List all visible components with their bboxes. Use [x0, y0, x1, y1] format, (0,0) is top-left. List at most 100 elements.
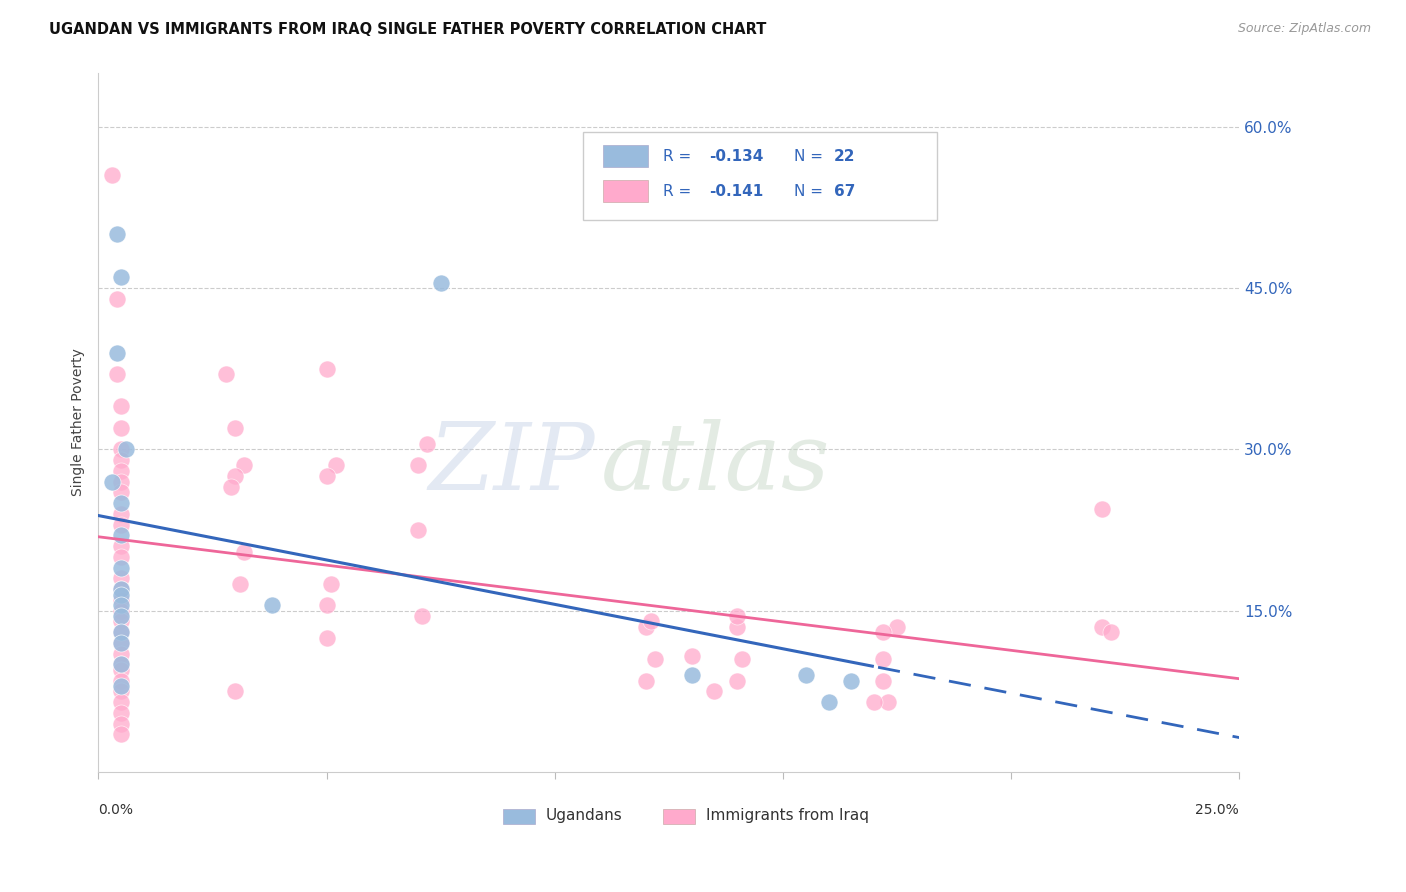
- Point: [110, 560, 132, 574]
- Point: [110, 400, 132, 414]
- Text: Ugandans: Ugandans: [546, 808, 623, 822]
- Point: [110, 657, 132, 672]
- Point: [681, 668, 703, 682]
- Point: [110, 549, 132, 564]
- Point: [110, 421, 132, 435]
- Point: [110, 539, 132, 553]
- Point: [110, 582, 132, 596]
- Point: [224, 469, 246, 483]
- Point: [110, 663, 132, 677]
- Text: N =: N =: [794, 149, 828, 163]
- Point: [644, 652, 666, 666]
- Point: [863, 695, 886, 709]
- Point: [315, 361, 337, 376]
- Point: [110, 593, 132, 607]
- Point: [110, 582, 132, 596]
- Point: [876, 695, 898, 709]
- Point: [110, 571, 132, 585]
- Point: [229, 576, 252, 591]
- Point: [110, 496, 132, 510]
- Point: [634, 673, 657, 688]
- Point: [634, 620, 657, 634]
- Text: -0.141: -0.141: [709, 184, 763, 199]
- Point: [681, 648, 703, 663]
- Text: Source: ZipAtlas.com: Source: ZipAtlas.com: [1237, 22, 1371, 36]
- Point: [110, 464, 132, 478]
- Point: [406, 458, 429, 473]
- Point: [110, 684, 132, 698]
- Text: 0.0%: 0.0%: [98, 803, 134, 816]
- Text: 22: 22: [834, 149, 856, 163]
- Point: [110, 517, 132, 532]
- Point: [110, 453, 132, 467]
- Point: [731, 652, 754, 666]
- Point: [101, 475, 124, 489]
- Text: UGANDAN VS IMMIGRANTS FROM IRAQ SINGLE FATHER POVERTY CORRELATION CHART: UGANDAN VS IMMIGRANTS FROM IRAQ SINGLE F…: [49, 22, 766, 37]
- Point: [101, 168, 124, 182]
- Point: [105, 292, 128, 306]
- Point: [1091, 501, 1114, 516]
- Point: [110, 609, 132, 624]
- Bar: [664, 809, 695, 824]
- Point: [321, 576, 343, 591]
- Point: [110, 625, 132, 640]
- Point: [817, 695, 839, 709]
- Point: [315, 469, 337, 483]
- Point: [725, 673, 748, 688]
- Point: [110, 679, 132, 693]
- Text: N =: N =: [794, 184, 828, 199]
- Point: [411, 609, 433, 624]
- Y-axis label: Single Father Poverty: Single Father Poverty: [72, 349, 86, 497]
- Text: -0.134: -0.134: [709, 149, 763, 163]
- Point: [110, 615, 132, 629]
- Text: R =: R =: [664, 149, 696, 163]
- Point: [429, 276, 451, 290]
- Point: [260, 599, 283, 613]
- Bar: [503, 809, 536, 824]
- Point: [219, 480, 242, 494]
- Point: [110, 636, 132, 650]
- Point: [233, 544, 256, 558]
- Point: [110, 475, 132, 489]
- Point: [110, 706, 132, 720]
- Point: [315, 631, 337, 645]
- Point: [105, 345, 128, 359]
- Text: R =: R =: [664, 184, 696, 199]
- Point: [110, 588, 132, 602]
- Text: atlas: atlas: [600, 419, 830, 509]
- Point: [841, 673, 863, 688]
- Text: Immigrants from Iraq: Immigrants from Iraq: [706, 808, 869, 822]
- Point: [110, 599, 132, 613]
- Point: [416, 437, 439, 451]
- Point: [224, 684, 246, 698]
- Point: [1091, 620, 1114, 634]
- Point: [325, 458, 347, 473]
- Point: [110, 604, 132, 618]
- Point: [105, 367, 128, 381]
- Text: 25.0%: 25.0%: [1195, 803, 1239, 816]
- Point: [110, 647, 132, 661]
- Point: [703, 684, 725, 698]
- Point: [105, 227, 128, 242]
- Point: [1101, 625, 1123, 640]
- Point: [110, 636, 132, 650]
- Point: [794, 668, 817, 682]
- Point: [110, 727, 132, 741]
- Text: 67: 67: [834, 184, 856, 199]
- Point: [872, 673, 894, 688]
- Point: [110, 673, 132, 688]
- Point: [725, 609, 748, 624]
- Point: [110, 695, 132, 709]
- Point: [110, 716, 132, 731]
- Point: [406, 523, 429, 537]
- FancyBboxPatch shape: [583, 132, 936, 219]
- Bar: [603, 180, 648, 202]
- Point: [872, 625, 894, 640]
- Point: [233, 458, 256, 473]
- Point: [640, 615, 662, 629]
- Point: [110, 485, 132, 500]
- Point: [110, 625, 132, 640]
- Point: [110, 442, 132, 457]
- Point: [224, 421, 246, 435]
- Point: [110, 507, 132, 521]
